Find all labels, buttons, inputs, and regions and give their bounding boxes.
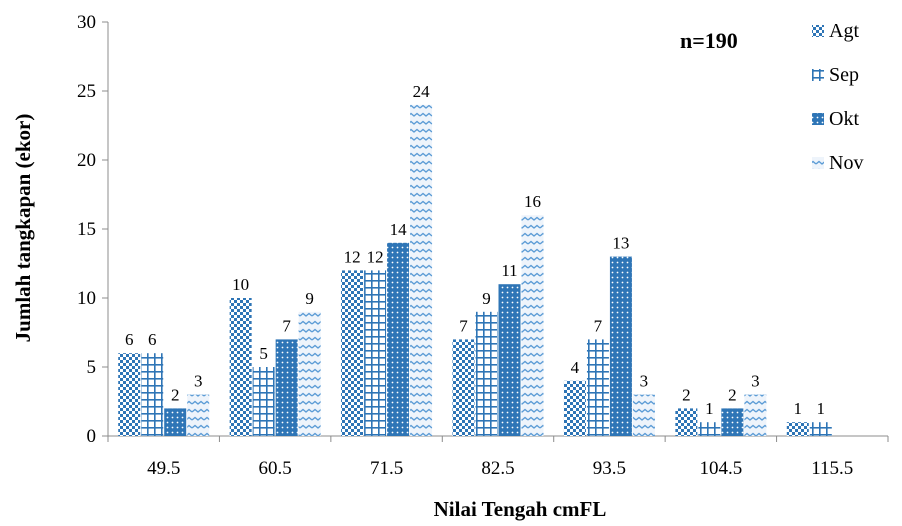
- legend-swatch-agt: [812, 25, 824, 37]
- data-label: 7: [282, 316, 291, 335]
- y-tick-label: 30: [77, 12, 96, 33]
- y-tick-label: 0: [87, 426, 97, 447]
- data-label: 13: [612, 234, 629, 253]
- data-label: 5: [259, 344, 268, 363]
- data-label: 14: [390, 220, 408, 239]
- data-label: 3: [751, 372, 760, 391]
- bar-okt-93_5: [609, 256, 632, 436]
- data-label: 2: [728, 385, 737, 404]
- x-tick-label: 104.5: [699, 458, 742, 479]
- bar-sep-49_5: [141, 353, 164, 436]
- x-axis-ticks: 49.5 60.5 71.5 82.5 93.5 104.5 115.5: [107, 436, 889, 479]
- x-tick-label: 49.5: [147, 458, 180, 479]
- legend-swatch-nov: [812, 157, 824, 169]
- data-label: 2: [171, 385, 180, 404]
- data-label: 10: [232, 275, 249, 294]
- data-label: 9: [482, 289, 491, 308]
- sample-size-annotation: n=190: [680, 28, 738, 53]
- x-tick-label: 93.5: [593, 458, 626, 479]
- y-tick-label: 10: [77, 288, 96, 309]
- bar-agt-71_5: [341, 270, 364, 436]
- data-label: 16: [524, 192, 541, 211]
- bar-agt-115_5: [786, 422, 809, 436]
- bar-sep-82_5: [475, 311, 498, 436]
- x-tick-label: 71.5: [370, 458, 403, 479]
- y-tick-label: 5: [87, 357, 97, 378]
- y-tick-label: 20: [77, 150, 96, 171]
- data-label: 7: [594, 316, 603, 335]
- legend-label-agt: Agt: [829, 20, 859, 42]
- bar-agt-82_5: [452, 339, 475, 436]
- y-axis-title: Jumlah tangkapan (ekor): [11, 114, 35, 343]
- legend-swatch-okt: [812, 113, 824, 125]
- y-axis-ticks: 0 5 10 15 20 25 30: [77, 12, 108, 447]
- bar-agt-93_5: [563, 380, 586, 436]
- data-label: 1: [705, 399, 714, 418]
- bar-okt-82_5: [498, 284, 521, 436]
- data-label: 7: [459, 316, 468, 335]
- y-tick-label: 15: [77, 219, 96, 240]
- bar-nov-93_5: [632, 394, 655, 436]
- bar-agt-49_5: [118, 353, 141, 436]
- x-tick-label: 82.5: [481, 458, 514, 479]
- data-label: 11: [501, 261, 517, 280]
- bar-nov-104_5: [744, 394, 767, 436]
- x-tick-label: 60.5: [259, 458, 292, 479]
- legend-label-sep: Sep: [829, 64, 859, 86]
- bar-okt-71_5: [387, 242, 410, 436]
- data-label: 6: [148, 330, 157, 349]
- data-label: 3: [194, 372, 203, 391]
- legend-label-okt: Okt: [829, 108, 859, 130]
- data-label: 4: [571, 358, 580, 377]
- bar-sep-93_5: [586, 339, 609, 436]
- bar-sep-104_5: [698, 422, 721, 436]
- bar-okt-104_5: [721, 408, 744, 436]
- y-tick-label: 25: [77, 81, 96, 102]
- bar-agt-104_5: [675, 408, 698, 436]
- bar-sep-115_5: [809, 422, 832, 436]
- bar-sep-71_5: [364, 270, 387, 436]
- data-label: 12: [344, 247, 361, 266]
- legend: Agt Sep Okt Nov: [812, 20, 863, 174]
- bar-agt-60_5: [229, 298, 252, 436]
- bar-okt-49_5: [164, 408, 187, 436]
- data-label: 9: [305, 289, 314, 308]
- data-label: 2: [682, 385, 691, 404]
- data-label: 3: [640, 372, 649, 391]
- bar-nov-71_5: [410, 104, 433, 437]
- x-tick-label: 115.5: [811, 458, 853, 479]
- bar-nov-82_5: [521, 215, 544, 436]
- x-axis-title: Nilai Tengah cmFL: [434, 497, 607, 521]
- data-label: 1: [794, 399, 803, 418]
- bar-nov-60_5: [298, 311, 321, 436]
- legend-label-nov: Nov: [829, 152, 863, 174]
- bars: [118, 104, 832, 437]
- bar-okt-60_5: [275, 339, 298, 436]
- legend-swatch-sep: [812, 69, 824, 81]
- bar-sep-60_5: [252, 367, 275, 436]
- data-label: 12: [367, 247, 384, 266]
- data-label: 1: [817, 399, 826, 418]
- bar-nov-49_5: [187, 394, 210, 436]
- data-label: 6: [125, 330, 134, 349]
- data-label: 24: [413, 82, 431, 101]
